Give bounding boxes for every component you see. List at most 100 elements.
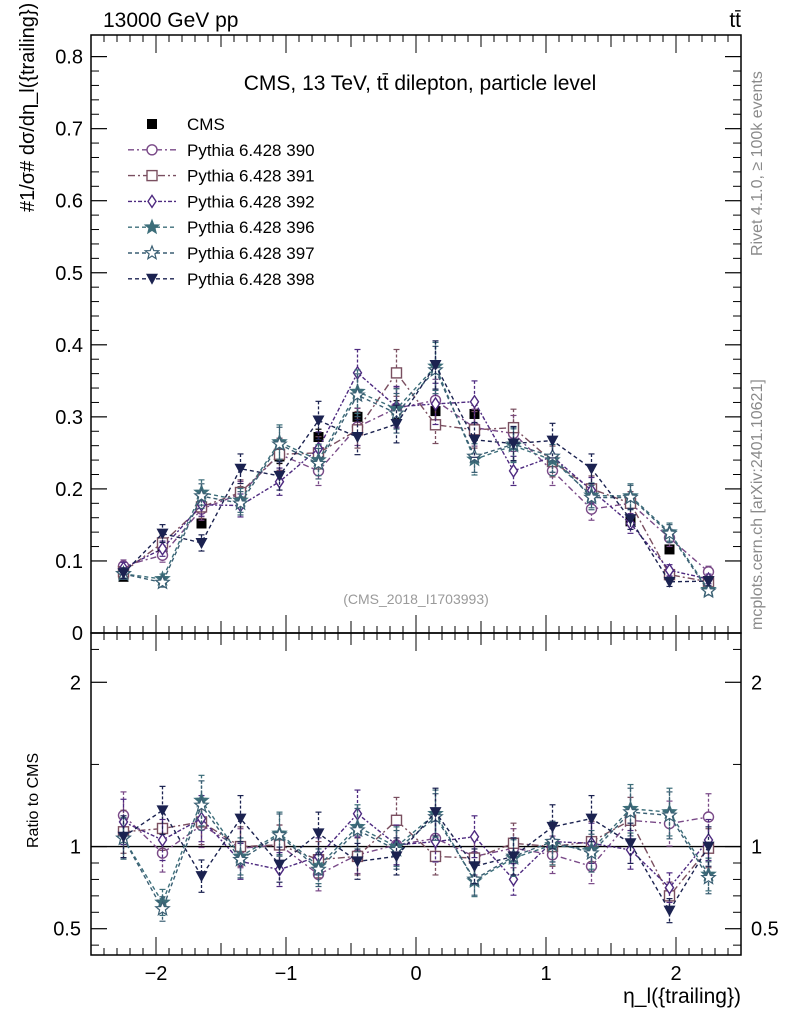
- data-point: [349, 821, 366, 838]
- data-point: [700, 869, 717, 885]
- series-line: [123, 368, 710, 592]
- data-point: [196, 518, 207, 529]
- data-point: [430, 834, 441, 849]
- data-point: [624, 838, 637, 850]
- header-process-label: tt̄: [729, 9, 741, 32]
- data-point: [310, 455, 327, 471]
- x-axis-label: η_l({trailing}): [623, 985, 741, 1008]
- data-point: [154, 900, 171, 917]
- mcplots-source-label: mcplots.cern.ch [arXiv:2401.10621]: [749, 379, 766, 630]
- data-point: [312, 415, 325, 427]
- data-point: [622, 803, 639, 820]
- series-line: [123, 363, 709, 583]
- data-point: [661, 524, 678, 541]
- main-y-axis-label: #1/σ# dσ/dη_l({trailing}): [17, 3, 39, 212]
- data-point: [193, 796, 210, 813]
- data-point: [546, 821, 559, 833]
- data-point: [429, 807, 442, 819]
- data-point: [585, 813, 598, 825]
- data-point: [663, 905, 676, 917]
- data-point: [156, 805, 169, 817]
- ratio-y-axis-label: Ratio to CMS: [25, 753, 42, 848]
- data-point: [195, 871, 208, 883]
- data-point: [390, 851, 403, 863]
- data-point: [664, 880, 675, 895]
- data-point: [271, 435, 288, 452]
- data-point: [664, 544, 675, 555]
- series-line: [123, 399, 709, 573]
- main-y-tick-label-zero: 0: [72, 623, 83, 645]
- data-point: [390, 814, 403, 826]
- data-point: [430, 396, 441, 412]
- data-point: [507, 851, 520, 863]
- data-point: [469, 829, 480, 844]
- data-point: [234, 813, 247, 825]
- rivet-version-label: Rivet 4.1.0, ≥ 100k events: [749, 71, 766, 256]
- series-line: [123, 819, 710, 898]
- data-point: [702, 576, 715, 588]
- data-point: [312, 828, 325, 840]
- legend-label: Pythia 6.428 398: [187, 270, 315, 289]
- ratio-panel-frame: [90, 632, 742, 956]
- main-y-tick-label: 0.4: [55, 335, 83, 357]
- ratio-y-tick-label-right: 0.5: [751, 919, 779, 941]
- legend-label: Pythia 6.428 391: [187, 167, 315, 186]
- data-point: [154, 573, 171, 590]
- series-line: [123, 812, 710, 889]
- main-y-tick-label: 0.3: [55, 407, 83, 429]
- legend-marker: [146, 144, 158, 156]
- x-tick-label: 1: [540, 963, 551, 985]
- series-line: [123, 371, 709, 580]
- x-tick-label: −1: [275, 963, 298, 985]
- data-point: [351, 856, 364, 868]
- series-line: [122, 799, 710, 904]
- data-point: [702, 841, 715, 853]
- main-y-tick-label: 0.1: [55, 551, 83, 573]
- data-point: [469, 394, 480, 409]
- legend-marker: [146, 273, 158, 285]
- legend-label: Pythia 6.428 390: [187, 141, 315, 160]
- data-point: [700, 582, 717, 599]
- main-y-tick-label: 0.8: [55, 47, 83, 69]
- legend-marker: [146, 169, 158, 182]
- data-point: [234, 463, 247, 475]
- data-point: [273, 859, 286, 871]
- main-y-tick-label: 0.7: [55, 119, 83, 141]
- analysis-watermark: (CMS_2018_I1703993): [343, 591, 489, 607]
- data-point: [661, 806, 678, 823]
- data-point: [585, 463, 598, 475]
- legend-marker: [143, 244, 161, 261]
- data-point: [271, 826, 288, 843]
- series-line: [123, 365, 710, 591]
- plot-title: CMS, 13 TeV, tt̄ dilepton, particle leve…: [244, 72, 597, 95]
- header-energy-label: 13000 GeV pp: [103, 9, 238, 32]
- data-point: [466, 870, 483, 887]
- main-y-tick-label: 0.2: [55, 479, 83, 501]
- data-point: [546, 435, 559, 447]
- data-point: [273, 470, 286, 482]
- ratio-y-tick-label: 1: [70, 837, 81, 859]
- x-tick-label: 2: [670, 963, 681, 985]
- data-point: [351, 432, 364, 444]
- data-point: [583, 844, 600, 861]
- data-point: [232, 851, 249, 867]
- ratio-y-tick-label: 0.5: [53, 919, 81, 941]
- ratio-y-tick-label-right: 2: [751, 672, 762, 694]
- legend-label: Pythia 6.428 397: [187, 244, 315, 263]
- legend-label: CMS: [187, 115, 225, 134]
- data-point: [390, 419, 403, 431]
- data-point: [390, 367, 403, 379]
- legend-marker: [147, 119, 157, 129]
- ratio-y-tick-label-right: 1: [751, 837, 762, 859]
- legend-label: Pythia 6.428 396: [187, 218, 315, 237]
- main-y-tick-label: 0.5: [55, 263, 83, 285]
- data-point: [193, 487, 210, 504]
- data-point: [310, 860, 327, 877]
- data-point: [583, 488, 600, 505]
- series-line: [122, 804, 710, 911]
- data-point: [468, 434, 481, 446]
- x-tick-label: 0: [410, 963, 421, 985]
- data-point: [157, 832, 168, 848]
- data-point: [195, 537, 208, 549]
